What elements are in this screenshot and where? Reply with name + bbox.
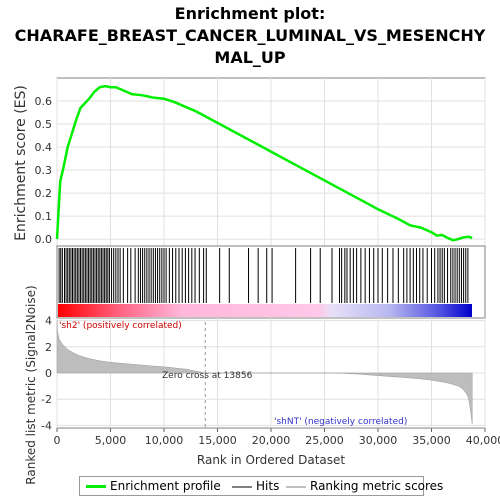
x-tick-label: 35,000	[412, 434, 451, 447]
x-tick-label: 20,000	[252, 434, 291, 447]
x-tick-label: 15,000	[198, 434, 237, 447]
metric-y-tick-label: 0	[45, 367, 52, 380]
x-tick-label: 25,000	[305, 434, 344, 447]
es-y-tick-label: 0.1	[35, 210, 53, 223]
legend-item-hits: Hits	[232, 479, 279, 493]
title-line-1: Enrichment plot:	[174, 4, 326, 23]
pos-corr-label: 'sh2' (positively correlated)	[59, 321, 182, 331]
neg-corr-label: 'shNT' (negatively correlated)	[274, 417, 407, 427]
legend-label-hits: Hits	[256, 479, 280, 493]
es-y-tick-label: 0.5	[35, 118, 53, 131]
legend-swatch-profile	[86, 485, 106, 488]
es-y-tick-label: 0.3	[35, 164, 53, 177]
enrichment-profile-line	[55, 84, 473, 242]
legend-item-profile: Enrichment profile	[86, 479, 221, 493]
metric-y-tick-label: 4	[45, 315, 52, 328]
x-tick-label: 10,000	[145, 434, 184, 447]
x-tick-label: 0	[54, 434, 61, 447]
ranking-metric-area	[56, 320, 473, 425]
legend-item-ranking: Ranking metric scores	[286, 479, 443, 493]
legend: Enrichment profile Hits Ranking metric s…	[79, 476, 443, 496]
title-line-2: CHARAFE_BREAST_CANCER_LUMINAL_VS_MESENCH…	[14, 26, 486, 45]
es-y-tick-label: 0.0	[35, 233, 53, 246]
metric-y-tick-label: -2	[41, 393, 52, 406]
metric-y-tick-label: 2	[45, 341, 52, 354]
es-y-tick-label: 0.6	[35, 95, 53, 108]
legend-label-ranking: Ranking metric scores	[310, 479, 444, 493]
title-line-3: MAL_UP	[214, 48, 286, 67]
legend-label-profile: Enrichment profile	[110, 479, 221, 493]
zero-cross-label: Zero cross at 13856	[162, 371, 253, 381]
legend-swatch-hits	[232, 485, 252, 488]
legend-swatch-ranking	[286, 485, 306, 488]
chart-title: Enrichment plot: CHARAFE_BREAST_CANCER_L…	[0, 3, 500, 69]
es-y-tick-label: 0.2	[35, 187, 53, 200]
x-tick-label: 5,000	[95, 434, 127, 447]
rank-color-bar	[58, 304, 472, 317]
metric-y-axis-label: Ranked list metric (Signal2Noise)	[24, 285, 38, 484]
x-tick-label: 40,000	[466, 434, 500, 447]
x-tick-label: 30,000	[359, 434, 398, 447]
x-axis-label: Rank in Ordered Dataset	[197, 453, 345, 467]
metric-y-tick-label: -4	[41, 419, 52, 432]
es-y-tick-label: 0.4	[35, 141, 53, 154]
es-y-axis-label: Enrichment score (ES)	[13, 85, 29, 241]
